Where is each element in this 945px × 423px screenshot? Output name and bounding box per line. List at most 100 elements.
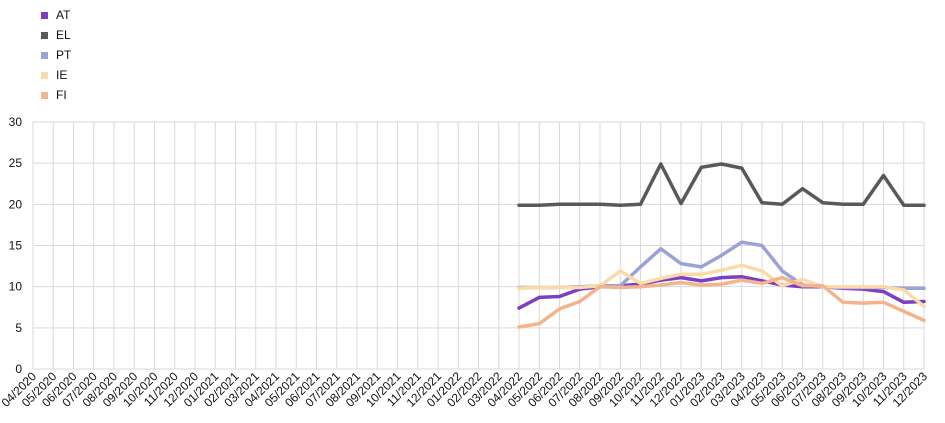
data-point-fi [578,300,582,303]
data-point-at [902,300,906,304]
data-point-el [780,202,784,206]
data-point-at [740,275,744,279]
data-point-fi [659,283,663,287]
data-point-at [882,290,885,294]
data-point-ie [659,276,663,280]
data-point-el [598,202,602,206]
data-point-el [537,203,541,207]
data-point-el [618,203,622,207]
data-point-fi [558,307,561,311]
y-tick-label: 20 [9,197,23,211]
data-point-fi [841,300,845,304]
data-point-el [902,203,906,207]
legend-swatch-fi [41,92,48,99]
legend-label-pt: PT [56,48,72,62]
data-point-ie [760,269,764,273]
data-point-el [578,202,582,206]
data-point-el [882,174,885,177]
data-point-at [517,306,521,310]
data-point-at [558,295,561,298]
data-point-fi [517,325,521,329]
data-point-el [517,203,521,207]
data-point-fi [760,281,764,285]
legend-swatch-el [41,32,48,39]
data-point-el [639,202,642,206]
data-point-fi [679,281,683,285]
data-point-ie [841,285,845,289]
data-point-at [922,300,926,303]
data-point-ie [780,284,784,288]
data-point-pt [659,247,663,251]
data-point-el [821,201,825,205]
legend-swatch-ie [41,72,48,79]
data-point-fi [780,276,784,280]
data-point-ie [922,304,926,308]
data-point-fi [618,286,622,289]
y-tick-label: 15 [9,239,23,253]
data-point-at [720,276,723,280]
data-point-fi [720,282,723,286]
data-point-ie [861,285,865,289]
data-point-fi [801,284,804,288]
data-point-ie [720,268,723,272]
data-point-fi [598,285,602,289]
data-point-el [720,162,723,166]
data-point-ie [517,286,521,290]
data-point-pt [639,265,642,269]
data-point-el [861,202,865,206]
data-point-at [537,295,541,299]
y-axis: 0 5 10 15 20 25 30 [9,115,23,376]
gridlines [32,121,925,370]
data-point-fi [882,300,885,304]
legend-label-fi: FI [56,88,67,102]
data-point-fi [699,283,703,287]
data-point-el [679,202,683,205]
data-point-at [699,279,703,283]
data-point-fi [922,318,926,322]
data-point-ie [679,272,683,276]
data-point-pt [760,244,764,247]
data-point-el [760,201,764,205]
data-point-fi [537,322,541,326]
data-point-ie [882,285,885,289]
data-point-ie [740,263,744,267]
data-point-ie [537,286,541,289]
y-tick-label: 5 [15,321,22,335]
legend-label-el: EL [56,28,71,42]
legend-swatch-pt [41,52,48,59]
data-point-el [740,166,744,170]
legend-label-ie: IE [56,68,67,82]
legend-label-at: AT [56,8,71,22]
data-point-pt [780,269,784,273]
data-point-el [801,187,804,191]
y-tick-label: 0 [15,362,22,376]
x-axis: 04/202005/202006/202007/202008/202009/20… [0,369,930,410]
legend-swatch-at [41,12,48,19]
y-tick-label: 25 [9,156,23,170]
data-point-fi [821,284,825,288]
data-point-ie [578,286,582,289]
data-point-pt [699,265,703,269]
data-point-pt [922,286,926,290]
data-point-el [841,202,845,206]
data-point-ie [699,272,703,276]
data-point-ie [801,277,804,281]
data-point-pt [740,240,744,244]
data-point-el [558,202,561,206]
data-point-fi [740,278,744,282]
data-point-ie [639,281,642,285]
y-tick-label: 30 [9,115,23,129]
data-point-ie [902,288,906,292]
data-point-fi [902,309,906,313]
series-lines [517,162,926,329]
data-point-el [659,162,663,166]
data-point-ie [618,269,622,273]
data-point-fi [861,301,865,305]
data-point-at [679,276,683,280]
data-point-pt [720,253,723,257]
legend: AT EL PT IE FI [41,8,72,102]
data-point-el [922,203,926,207]
data-point-fi [639,285,642,289]
